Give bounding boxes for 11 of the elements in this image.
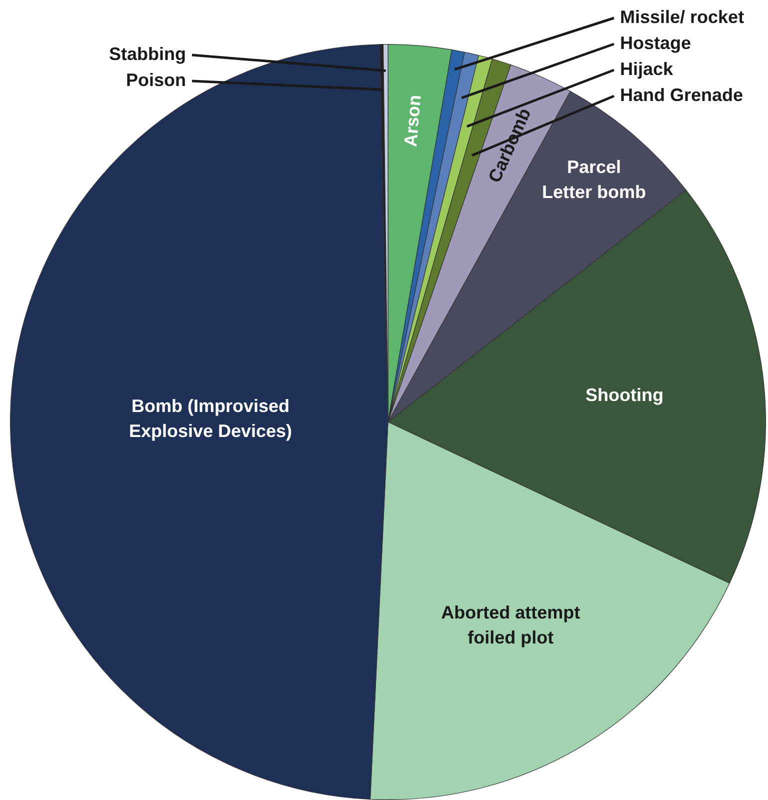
slice-label: Parcel Letter bomb	[542, 157, 646, 202]
slice-label: Hostage	[620, 32, 692, 53]
slice-label: Aborted attempt foiled plot	[441, 602, 580, 648]
slice-label: Hand Grenade	[620, 84, 744, 105]
slice-label: Shooting	[586, 384, 664, 405]
slice-label: Stabbing	[109, 44, 186, 64]
slice-label: Missile/ rocket	[620, 6, 744, 27]
slice-label: Arson	[400, 94, 425, 148]
slice-label: Poison	[126, 70, 186, 90]
slice-label: Bomb (Improvised Explosive Devices)	[128, 396, 292, 442]
slice-label: Hijack	[620, 58, 674, 79]
